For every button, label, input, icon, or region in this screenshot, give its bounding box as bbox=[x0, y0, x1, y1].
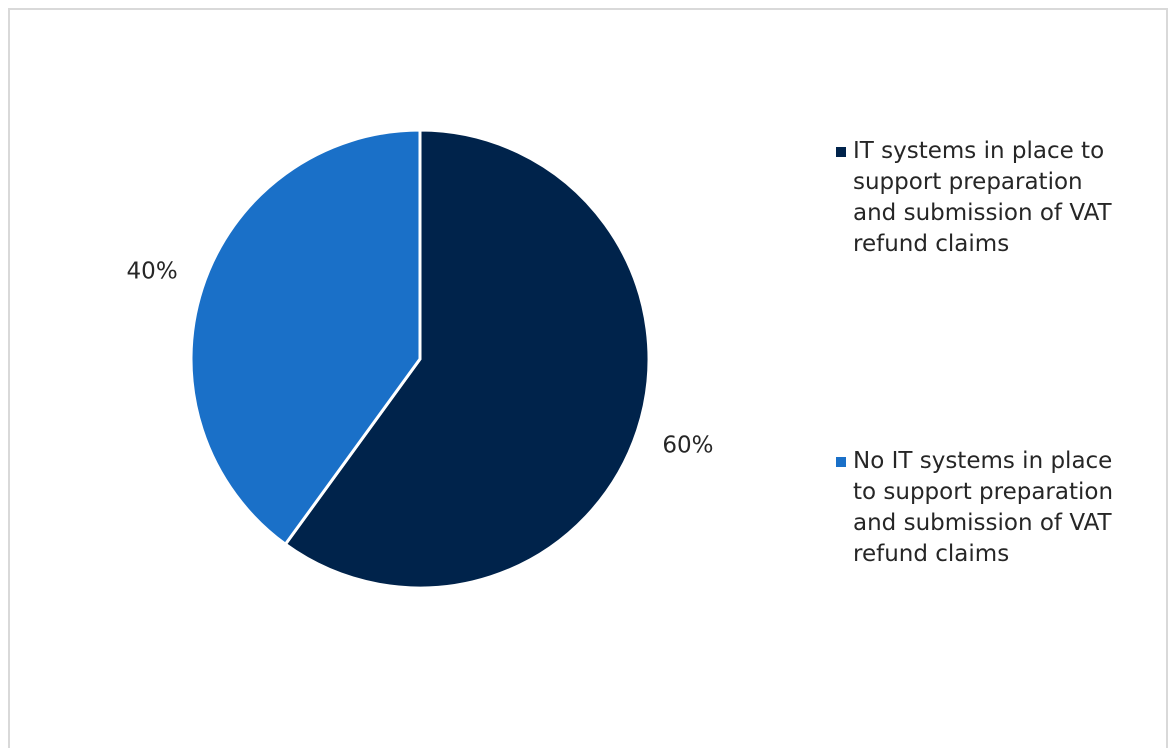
legend-swatch bbox=[836, 147, 846, 157]
legend-label: IT systems in place to support preparati… bbox=[853, 138, 1112, 257]
chart-frame bbox=[8, 8, 1168, 748]
legend-item: No IT systems in place to support prepar… bbox=[836, 446, 1136, 570]
legend-label: No IT systems in place to support prepar… bbox=[853, 448, 1114, 567]
data-label: 40% bbox=[127, 258, 178, 284]
pie-slice bbox=[189, 128, 422, 546]
pie-slice bbox=[283, 128, 651, 590]
legend-item: IT systems in place to support preparati… bbox=[836, 136, 1136, 260]
legend-swatch bbox=[836, 457, 846, 467]
data-label: 60% bbox=[662, 433, 713, 459]
